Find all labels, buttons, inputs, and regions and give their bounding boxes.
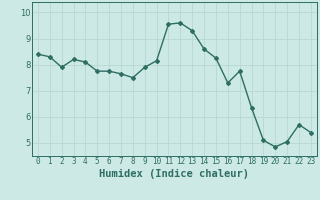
X-axis label: Humidex (Indice chaleur): Humidex (Indice chaleur) xyxy=(100,169,249,179)
